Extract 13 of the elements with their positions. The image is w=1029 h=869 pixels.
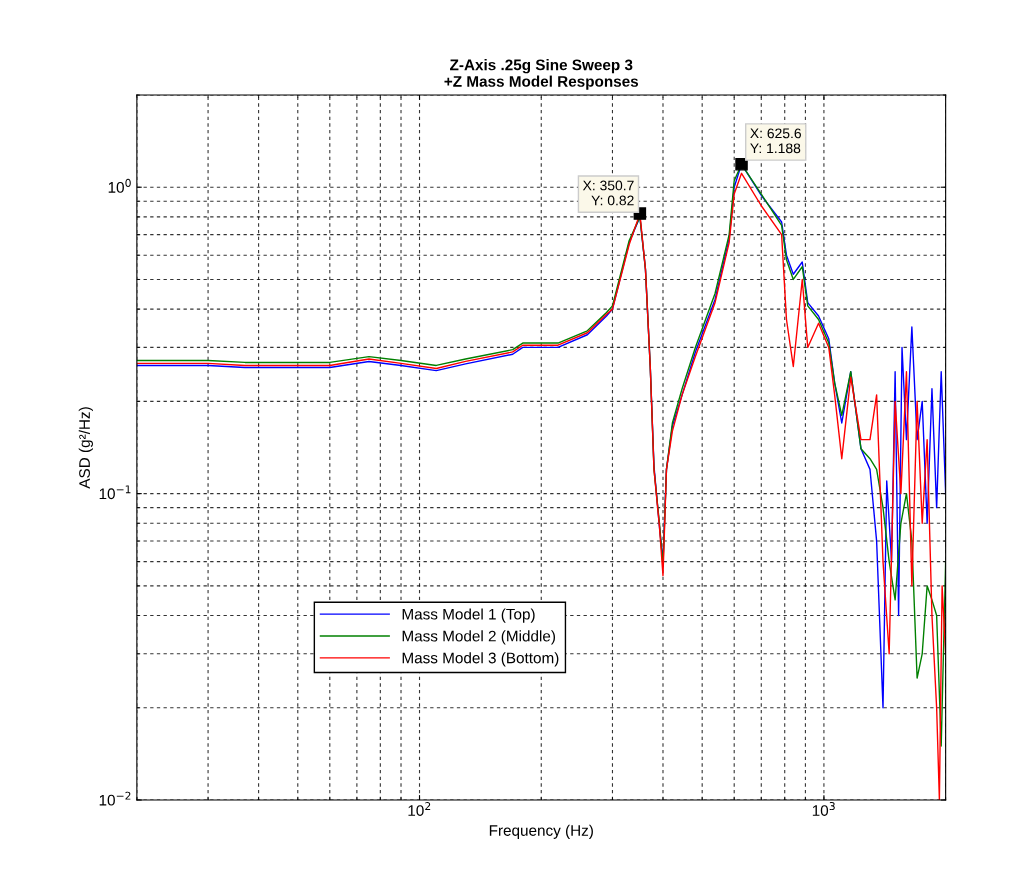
y-tick-label: 10$^{−1}$ [99,485,131,500]
y-axis-title: ASD (g²/Hz) [78,407,93,489]
legend-label: Mass Model 2 (Middle) [402,630,555,645]
legend-label: Mass Model 3 (Bottom) [402,652,559,667]
chart-title: Z-Axis .25g Sine Sweep 3 +Z Mass Model Responses [444,59,639,90]
annotation: X: 350.7 Y: 0.82 [582,180,634,206]
y-tick-label: 10$^{−2}$ [99,791,131,806]
x-axis-title: Frequency (Hz) [489,824,593,839]
x-tick-label: 10$^{3}$ [812,802,835,816]
x-tick-label: 10$^{2}$ [408,802,431,816]
legend-label: Mass Model 1 (Top) [402,608,535,623]
annotation: X: 625.6 Y: 1.188 [750,128,801,154]
y-tick-label: 10$^{0}$ [108,178,131,193]
